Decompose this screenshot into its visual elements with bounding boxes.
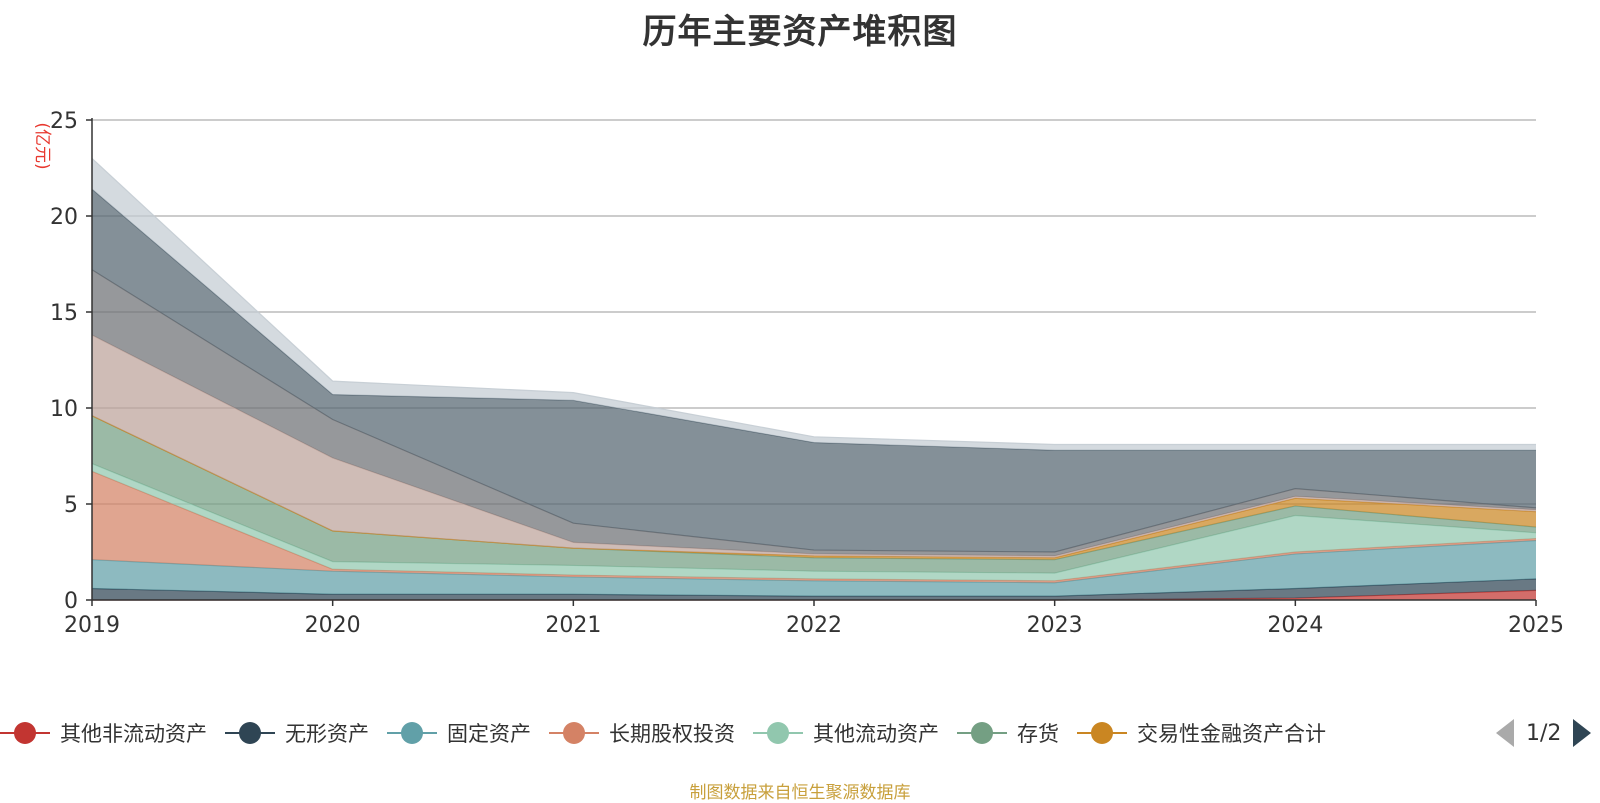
legend-prev-page-button[interactable]	[1496, 719, 1514, 747]
x-tick-label-0: 2019	[64, 613, 120, 638]
legend-marker-icon	[957, 721, 1007, 745]
legend-marker-dot	[14, 722, 36, 744]
legend-marker-dot	[767, 722, 789, 744]
x-tick-label-4: 2023	[1027, 613, 1083, 638]
legend-marker-dot	[971, 722, 993, 744]
legend-marker-dot	[1091, 722, 1113, 744]
legend-marker-icon	[1077, 721, 1127, 745]
y-axis-unit-label: (亿元)	[32, 122, 52, 169]
legend-marker-icon	[225, 721, 275, 745]
x-tick-label-5: 2024	[1267, 613, 1323, 638]
y-tick-label-5: 25	[50, 109, 78, 134]
y-tick-label-4: 20	[50, 205, 78, 230]
legend-item-1[interactable]: 无形资产	[225, 718, 369, 748]
area-series-5[interactable]	[92, 415, 1536, 574]
legend-marker-icon	[387, 721, 437, 745]
legend-item-2[interactable]: 固定资产	[387, 718, 531, 748]
area-series-7[interactable]	[92, 335, 1536, 558]
x-tick-label-1: 2020	[305, 613, 361, 638]
area-edge-series-10	[91, 157, 1536, 446]
legend-item-5[interactable]: 存货	[957, 718, 1059, 748]
legend-label: 存货	[1017, 722, 1059, 746]
legend-item-6[interactable]: 交易性金融资产合计	[1077, 718, 1326, 748]
legend-item-0[interactable]: 其他非流动资产	[0, 718, 207, 748]
legend-pager: 1/2	[1496, 716, 1592, 750]
legend-label: 无形资产	[285, 722, 369, 746]
legend-label: 其他流动资产	[813, 722, 939, 746]
x-tick-label-3: 2022	[786, 613, 842, 638]
area-series-0[interactable]	[92, 590, 1536, 600]
area-series-9[interactable]	[92, 189, 1536, 552]
legend-label: 交易性金融资产合计	[1137, 722, 1326, 746]
legend-marker-dot	[563, 722, 585, 744]
legend-marker-icon	[753, 721, 803, 745]
data-source-note: 制图数据来自恒生聚源数据库	[689, 783, 911, 803]
legend: 其他非流动资产 无形资产 固定资产 长期股权投资 其他流动资产 存货 交易性金融资产合计	[0, 716, 1600, 750]
legend-page-indicator: 1/2	[1526, 720, 1562, 746]
legend-label: 固定资产	[447, 722, 531, 746]
legend-next-page-button[interactable]	[1573, 719, 1592, 747]
y-tick-label-2: 10	[50, 397, 78, 422]
area-series-2[interactable]	[92, 540, 1536, 597]
legend-marker-dot	[239, 722, 261, 744]
legend-item-3[interactable]: 长期股权投资	[549, 718, 735, 748]
area-series-8[interactable]	[92, 269, 1536, 556]
area-series-4[interactable]	[92, 463, 1536, 581]
area-layers	[91, 157, 1537, 601]
x-tick-label-6: 2025	[1508, 613, 1564, 638]
legend-label: 长期股权投资	[609, 722, 735, 746]
legend-label: 其他非流动资产	[60, 722, 207, 746]
legend-item-4[interactable]: 其他流动资产	[753, 718, 939, 748]
legend-marker-icon	[549, 721, 599, 745]
legend-marker-dot	[401, 722, 423, 744]
y-tick-label-3: 15	[50, 301, 78, 326]
chart-title: 历年主要资产堆积图	[642, 12, 958, 52]
legend-marker-icon	[0, 721, 50, 745]
x-tick-label-2: 2021	[545, 613, 601, 638]
y-tick-label-0: 0	[64, 589, 78, 614]
y-tick-label-1: 5	[64, 493, 78, 518]
